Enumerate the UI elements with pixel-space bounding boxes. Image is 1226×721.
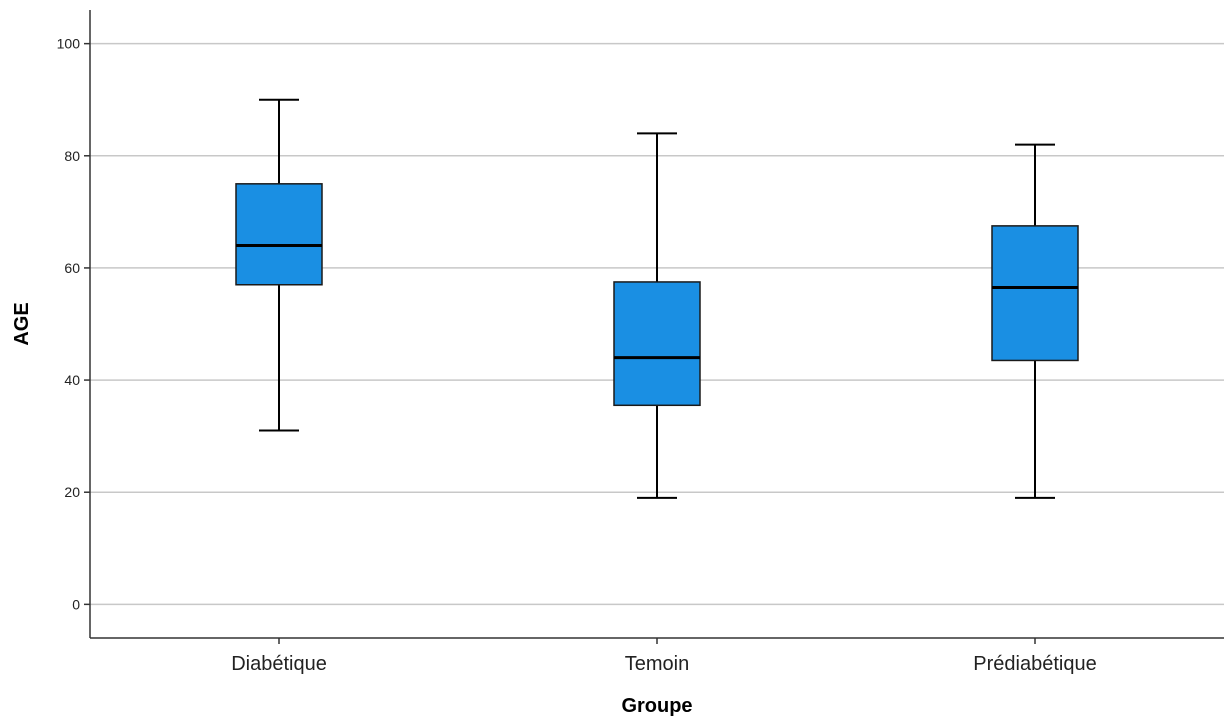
y-tick-label: 60 [64,260,80,276]
y-tick-label: 40 [64,372,80,388]
category-label: Diabétique [231,653,327,675]
y-tick-label: 20 [64,484,80,500]
y-tick-label: 100 [57,36,81,52]
x-axis-title: Groupe [621,695,692,717]
box-group [613,132,701,499]
iqr-box [235,183,323,286]
box-group [235,98,323,432]
category-label: Prédiabétique [973,653,1096,675]
category-label: Temoin [625,653,689,675]
box-group [991,143,1079,499]
y-axis-title: AGE [11,302,33,345]
boxes [235,98,1079,499]
y-tick-labels: 0 20 40 60 80 100 [57,36,90,612]
y-tick-label: 80 [64,148,80,164]
iqr-box [991,225,1079,362]
iqr-box [613,281,701,407]
category-labels: Diabétique Temoin Prédiabétique [231,638,1097,675]
y-tick-label: 0 [72,596,80,612]
